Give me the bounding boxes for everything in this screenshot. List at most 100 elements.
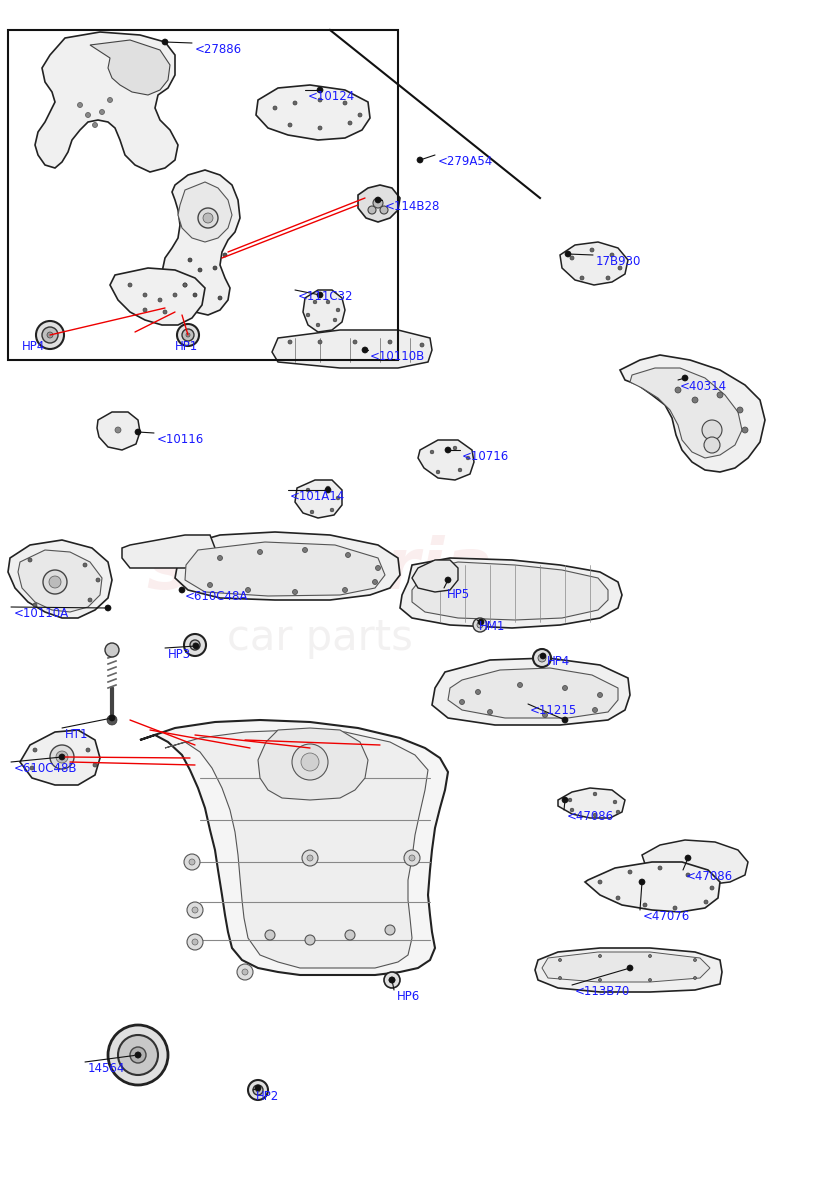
Text: HP2: HP2 <box>256 1090 279 1103</box>
Circle shape <box>598 954 602 958</box>
Circle shape <box>96 578 100 582</box>
Text: <101A14: <101A14 <box>290 490 345 503</box>
Circle shape <box>477 622 483 628</box>
Circle shape <box>488 709 493 714</box>
Circle shape <box>568 798 572 802</box>
Text: HP1: HP1 <box>175 340 199 353</box>
Circle shape <box>453 446 457 450</box>
Circle shape <box>317 86 323 92</box>
Polygon shape <box>90 40 170 95</box>
Text: <10124: <10124 <box>308 90 355 103</box>
Text: 14564: 14564 <box>88 1062 125 1075</box>
Polygon shape <box>162 170 240 314</box>
Circle shape <box>83 563 87 566</box>
Circle shape <box>702 420 722 440</box>
Text: <10110A: <10110A <box>14 607 69 620</box>
Circle shape <box>163 310 167 314</box>
Circle shape <box>105 643 119 658</box>
Circle shape <box>558 977 562 979</box>
Text: scuderia: scuderia <box>146 535 494 605</box>
Circle shape <box>173 293 177 296</box>
Polygon shape <box>630 368 742 458</box>
Circle shape <box>188 258 192 262</box>
Circle shape <box>183 283 187 287</box>
Circle shape <box>385 925 395 935</box>
Circle shape <box>92 122 97 127</box>
Polygon shape <box>258 728 368 800</box>
Circle shape <box>187 902 203 918</box>
Circle shape <box>135 1052 141 1058</box>
Circle shape <box>606 276 610 280</box>
Circle shape <box>189 859 195 865</box>
Circle shape <box>33 748 37 752</box>
Circle shape <box>292 744 328 780</box>
Circle shape <box>143 293 147 296</box>
Circle shape <box>358 113 362 116</box>
Text: <47086: <47086 <box>567 810 614 823</box>
Polygon shape <box>122 535 215 568</box>
Circle shape <box>466 456 470 460</box>
Circle shape <box>417 157 423 163</box>
Circle shape <box>742 427 748 433</box>
Circle shape <box>593 792 597 796</box>
Polygon shape <box>272 330 432 368</box>
Polygon shape <box>110 268 205 325</box>
Circle shape <box>330 509 334 511</box>
Circle shape <box>86 113 91 118</box>
Polygon shape <box>256 85 370 140</box>
Circle shape <box>639 878 645 886</box>
Polygon shape <box>358 185 400 222</box>
Circle shape <box>682 374 688 382</box>
Circle shape <box>193 643 199 649</box>
Circle shape <box>213 266 217 270</box>
Circle shape <box>540 653 546 659</box>
Circle shape <box>288 122 292 127</box>
Text: <47086: <47086 <box>686 870 733 883</box>
Circle shape <box>130 1046 146 1063</box>
Circle shape <box>628 870 632 874</box>
Circle shape <box>248 1080 268 1100</box>
Polygon shape <box>418 440 474 480</box>
Circle shape <box>673 906 677 910</box>
Circle shape <box>128 283 132 287</box>
Polygon shape <box>558 788 625 818</box>
Circle shape <box>704 437 720 452</box>
Circle shape <box>420 343 424 347</box>
Circle shape <box>310 510 314 514</box>
Circle shape <box>436 470 440 474</box>
Circle shape <box>203 214 213 223</box>
Circle shape <box>376 565 381 570</box>
Circle shape <box>685 854 691 862</box>
Circle shape <box>293 589 297 594</box>
Polygon shape <box>8 540 112 618</box>
Circle shape <box>306 313 310 317</box>
Circle shape <box>565 251 571 257</box>
Circle shape <box>613 800 617 804</box>
Circle shape <box>533 649 551 667</box>
Circle shape <box>245 588 250 593</box>
Circle shape <box>302 850 318 866</box>
Circle shape <box>183 283 187 287</box>
Circle shape <box>570 256 574 260</box>
Circle shape <box>704 900 708 904</box>
Text: HM1: HM1 <box>479 620 505 634</box>
Polygon shape <box>140 720 448 974</box>
Circle shape <box>717 392 723 398</box>
Circle shape <box>563 685 568 690</box>
Circle shape <box>59 754 65 760</box>
Circle shape <box>737 407 743 413</box>
Circle shape <box>375 197 381 203</box>
Text: HP3: HP3 <box>168 648 191 661</box>
Circle shape <box>258 550 263 554</box>
Circle shape <box>293 101 297 104</box>
Circle shape <box>710 886 714 890</box>
Circle shape <box>93 763 97 767</box>
Text: car parts: car parts <box>227 617 413 659</box>
Text: <610C48A: <610C48A <box>185 590 248 602</box>
Circle shape <box>186 332 190 337</box>
Circle shape <box>372 580 377 584</box>
Circle shape <box>28 558 32 562</box>
Text: <10116: <10116 <box>157 433 204 446</box>
Circle shape <box>658 866 662 870</box>
Polygon shape <box>620 355 765 472</box>
